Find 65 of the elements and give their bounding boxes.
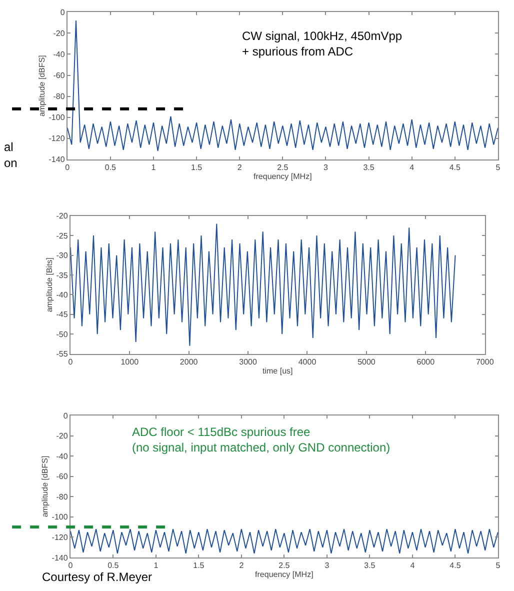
x-tick-label: 5000: [358, 357, 376, 366]
y-tick-label: -20: [56, 432, 68, 441]
x-tick-label: 2.5: [278, 561, 290, 570]
y-tick-label: -30: [56, 251, 68, 260]
y-tick-label: -80: [53, 92, 66, 102]
x-tick-label: 6000: [416, 357, 436, 366]
y-tick-label: -35: [56, 270, 68, 280]
text: Courtesy of R.Meyer: [42, 570, 152, 584]
x-tick-label: 3: [324, 162, 329, 172]
x-axis-title: time [us]: [262, 366, 293, 376]
text: al: [4, 140, 14, 154]
x-tick-label: 1.5: [193, 561, 205, 570]
x-tick-label: 4: [410, 162, 415, 172]
x-tick-label: 4: [410, 561, 416, 570]
line-series: [70, 528, 498, 554]
x-tick-label: 2000: [180, 357, 198, 366]
y-tick-label: -20: [56, 212, 68, 221]
x-tick-label: 2.5: [277, 162, 289, 172]
x-tick-label: 3.5: [364, 561, 376, 570]
y-tick-label: -60: [56, 472, 68, 482]
y-axis-title: amplitude [Bits]: [44, 257, 54, 312]
x-tick-label: 4.5: [449, 162, 462, 172]
y-tick-label: 0: [60, 8, 66, 17]
line-series: [70, 223, 456, 346]
x-tick-label: 1: [154, 561, 159, 570]
x-tick-label: 2: [239, 561, 244, 570]
x-tick-label: 1.5: [190, 162, 203, 172]
y-tick-label: -60: [53, 71, 66, 80]
x-axis-title: frequency [MHz]: [255, 570, 314, 580]
line-series: [67, 20, 498, 152]
y-tick-label: -140: [52, 553, 68, 562]
x-tick-label: 1: [151, 162, 156, 172]
y-tick-label: -120: [52, 532, 68, 542]
y-tick-label: -40: [53, 50, 66, 60]
x-tick-label: 5: [496, 162, 501, 172]
x-tick-label: 3.5: [363, 162, 375, 172]
y-tick-label: -80: [56, 492, 68, 502]
y-tick-label: -55: [56, 350, 68, 359]
x-tick-label: 7000: [476, 357, 494, 366]
y-axis-title: amplitude [dBFS]: [37, 55, 46, 116]
y-tick-label: -140: [48, 155, 66, 164]
y-tick-label: -50: [56, 330, 68, 339]
y-tick-label: -40: [56, 452, 68, 461]
y-tick-label: -100: [48, 113, 66, 122]
x-axis-title: frequency [MHz]: [254, 172, 312, 182]
x-tick-label: 5: [496, 561, 501, 570]
text: on: [4, 156, 18, 170]
x-tick-label: 0.5: [104, 162, 117, 172]
annotation: ADC floor < 115dBc spurious free (no signal, input matched, only GND connection): [132, 425, 390, 455]
y-tick-label: -120: [48, 134, 66, 144]
y-tick-label: -100: [52, 512, 68, 522]
x-tick-label: 4000: [298, 357, 317, 366]
x-tick-label: 3: [324, 561, 330, 570]
y-tick-label: -20: [53, 28, 66, 38]
y-tick-label: 0: [63, 411, 68, 420]
x-tick-label: 3000: [239, 357, 258, 366]
y-tick-label: -45: [56, 310, 68, 320]
y-axis-title: amplitude [dBFS]: [40, 456, 50, 518]
x-tick-label: 0.5: [108, 561, 120, 570]
x-tick-label: 4.5: [450, 561, 462, 570]
x-tick-label: 2: [237, 162, 242, 172]
y-tick-label: -25: [56, 231, 68, 240]
y-tick-label: -40: [56, 290, 68, 300]
x-tick-label: 1000: [120, 357, 140, 366]
annotation: CW signal, 100kHz, 450mVpp + spurious from ADC: [242, 29, 402, 59]
